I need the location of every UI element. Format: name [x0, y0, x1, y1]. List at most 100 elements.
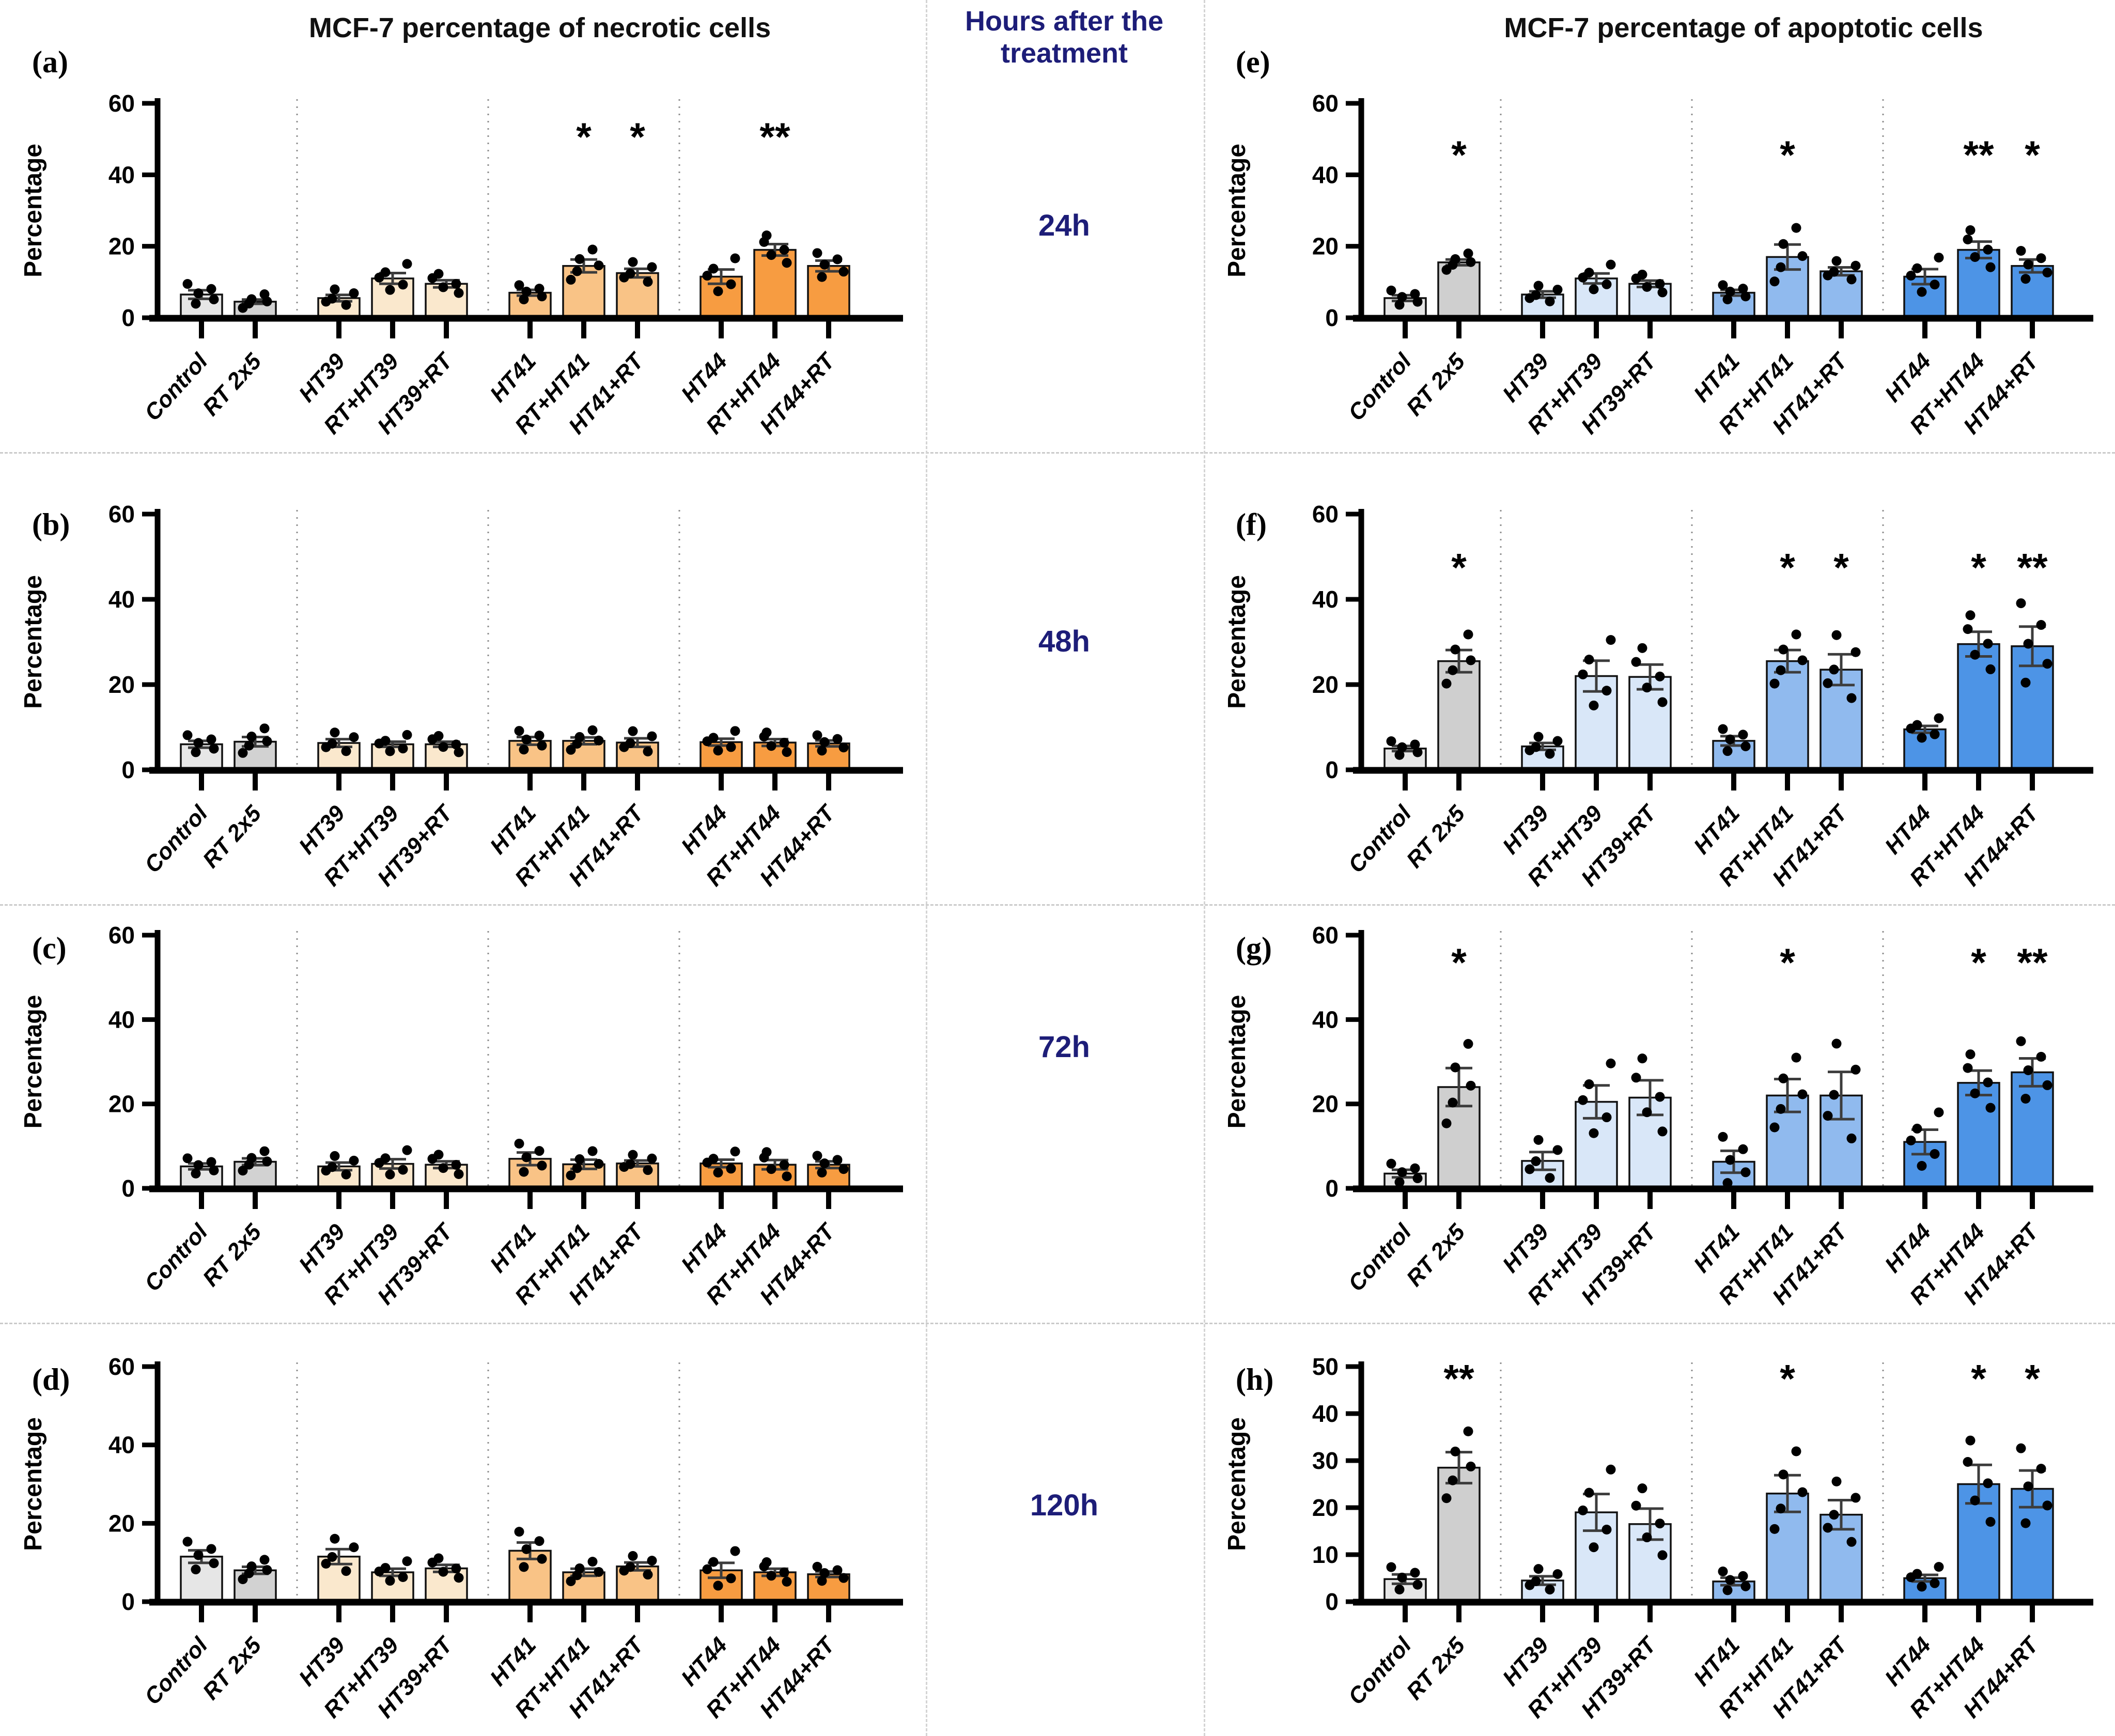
data-point [330, 1533, 340, 1544]
data-point [726, 279, 736, 289]
data-point [1934, 1107, 1944, 1118]
panel-letter: (e) [1236, 45, 1270, 79]
data-point [259, 1555, 270, 1565]
data-point [1410, 289, 1420, 299]
data-point [838, 1573, 849, 1583]
bar-RT+HT41 [562, 265, 605, 319]
x-category-label: RT 2x5 [1402, 801, 1470, 873]
data-point [1846, 693, 1857, 703]
time-label-72h: 72h [1038, 1030, 1090, 1064]
data-point [1631, 1073, 1641, 1083]
data-point [2016, 598, 2026, 609]
data-point [759, 1561, 769, 1572]
y-tick-label: 0 [1325, 756, 1339, 783]
data-point [374, 738, 384, 749]
bar-RT 2x5 [1437, 660, 1481, 771]
data-point [817, 1168, 827, 1178]
data-point [1441, 678, 1452, 689]
data-point [594, 260, 604, 271]
data-point [1533, 1564, 1544, 1574]
data-point [1552, 1569, 1563, 1579]
data-point [1831, 256, 1842, 266]
data-point [647, 1556, 657, 1566]
data-point [534, 1146, 545, 1156]
data-point [566, 1170, 576, 1181]
data-point [1578, 272, 1588, 283]
data-point [341, 300, 351, 310]
data-point [1631, 273, 1641, 284]
x-category-label: RT 2x5 [1402, 349, 1470, 421]
data-point [182, 279, 193, 289]
data-point [812, 1151, 822, 1161]
significance-star: ** [759, 115, 790, 159]
data-point [1637, 643, 1647, 653]
data-point [2042, 1080, 2052, 1090]
data-point [817, 746, 827, 756]
y-tick-label: 40 [1312, 1006, 1339, 1033]
panel-letter: (a) [32, 45, 68, 79]
significance-star: * [1780, 546, 1795, 590]
data-point [1386, 1562, 1396, 1572]
data-point [262, 736, 272, 747]
data-point [1776, 262, 1786, 272]
data-point [1657, 1550, 1668, 1560]
data-point [2023, 1481, 2033, 1492]
data-point [330, 284, 340, 295]
data-point [451, 739, 461, 750]
data-point [1906, 1135, 1916, 1145]
x-category-label: RT 2x5 [198, 349, 267, 421]
data-point [643, 1570, 653, 1580]
significance-star: ** [2017, 546, 2048, 590]
data-point [1601, 686, 1612, 696]
data-point [1740, 1581, 1751, 1591]
data-point [1448, 665, 1458, 675]
data-point [1466, 655, 1476, 665]
data-point [1917, 733, 1927, 743]
data-point [191, 747, 201, 757]
data-point [1906, 1572, 1916, 1583]
data-point [374, 1567, 384, 1577]
significance-star: ** [1963, 133, 1994, 177]
bar-HT39+RT [1628, 676, 1672, 771]
data-point [1463, 1038, 1473, 1049]
data-point [519, 1167, 529, 1177]
data-point [619, 1566, 629, 1576]
data-point [1970, 252, 1980, 262]
bar-RT+HT41 [1766, 660, 1809, 771]
data-point [619, 742, 629, 752]
data-point [1823, 270, 1833, 281]
data-point [1552, 1145, 1563, 1155]
data-point [521, 1152, 532, 1163]
significance-star: * [1780, 1357, 1795, 1401]
data-point [572, 1570, 582, 1580]
x-category-label: Control [139, 348, 213, 426]
data-point [1589, 1542, 1599, 1553]
data-point [1831, 1476, 1842, 1486]
data-point [1606, 1058, 1616, 1068]
data-point [1533, 732, 1544, 742]
data-point [1778, 239, 1789, 249]
data-point [1906, 270, 1916, 281]
row-separator-3 [0, 1323, 2115, 1324]
data-point [1983, 639, 1993, 649]
data-point [1917, 1161, 1927, 1171]
data-point [1778, 644, 1789, 655]
data-point [1930, 280, 1940, 290]
data-point [1552, 285, 1563, 295]
data-point [534, 731, 545, 741]
data-point [1642, 1532, 1652, 1543]
data-point [1930, 1578, 1940, 1588]
time-label-120h: 120h [1030, 1489, 1099, 1522]
data-point [1829, 1090, 1839, 1100]
data-point [1985, 1516, 1996, 1527]
panel-e-cell: * * ** * 0 20 40 60 Control RT 2x5 HT39 RT+HT39 HT39… [1204, 0, 2115, 452]
y-tick-label: 40 [1312, 161, 1339, 188]
data-point [1718, 1566, 1728, 1576]
column-separator-right [1204, 0, 1205, 1736]
significance-star: ** [2017, 941, 2048, 985]
time-label-48h: 48h [1038, 624, 1090, 658]
y-tick-label: 20 [108, 233, 135, 260]
data-point [385, 285, 395, 295]
y-tick-label: 40 [1312, 586, 1339, 613]
